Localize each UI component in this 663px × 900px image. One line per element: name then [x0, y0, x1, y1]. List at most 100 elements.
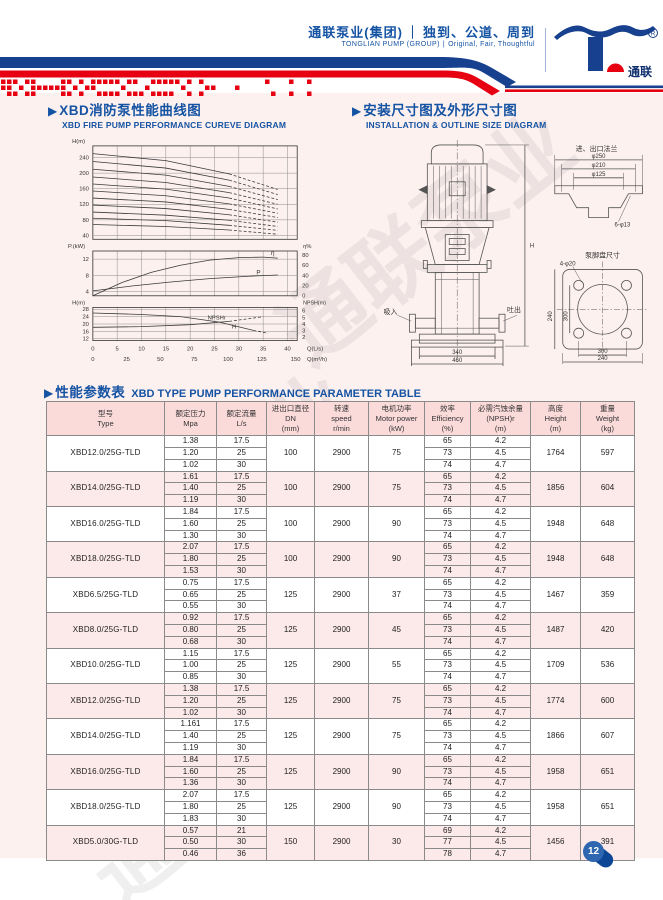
table-cell: 2900 — [314, 506, 369, 543]
table-cell: 17.5 — [216, 718, 267, 732]
table-cell: 4.5 — [470, 482, 531, 496]
table-cell: 1.30 — [164, 529, 217, 543]
table-cell: 77 — [424, 836, 471, 850]
table-cell: 4.5 — [470, 517, 531, 531]
table-cell: 17.5 — [216, 506, 267, 519]
table-cell: 75 — [368, 718, 425, 755]
table-cell: 536 — [580, 647, 635, 684]
table-cell: 2900 — [314, 682, 369, 720]
table-cell: 4.2 — [470, 435, 531, 449]
column-header: 进出口直径 DN (mm) — [266, 400, 315, 437]
table-row: 0.50 30 77 4.5 — [47, 836, 635, 850]
table-cell: 4.7 — [470, 706, 531, 720]
table-row: 1.80 25 73 4.5 — [47, 553, 635, 567]
table-cell: 4.5 — [470, 659, 531, 673]
table-row: 1.00 25 73 4.5 — [47, 659, 635, 673]
chart-label: 60 — [302, 263, 309, 269]
table-cell: 30 — [216, 777, 267, 791]
table-row: 1.19 30 74 4.7 — [47, 494, 635, 508]
table-cell: 45 — [368, 612, 425, 649]
table-cell: 65 — [424, 718, 471, 732]
table-cell: 30 — [216, 529, 267, 543]
table-cell: 4.2 — [470, 506, 531, 519]
table-cell: 17.5 — [216, 612, 267, 625]
table-cell: 25 — [216, 624, 267, 637]
table-cell: 1709 — [530, 647, 581, 684]
table-cell: 69 — [424, 824, 471, 838]
table-cell: 1856 — [530, 470, 581, 508]
chart-label: 30 — [236, 346, 243, 352]
foot-title-label: 泵脚盘尺寸 — [585, 250, 620, 259]
table-cell: 30 — [216, 671, 267, 684]
performance-curve-diagram: 40 80 120 160 200 240 H(m) 4 8 12 0 20 40 60 80 P.(kW) η… — [50, 134, 342, 368]
table-cell: 73 — [424, 588, 471, 602]
table-cell: 30 — [216, 458, 267, 472]
chart-label: 24 — [82, 315, 89, 321]
table-cell: 125 — [266, 682, 315, 720]
table-cell: 30 — [216, 741, 267, 755]
table-row: 1.02 30 74 4.7 — [47, 458, 635, 472]
table-cell: 36 — [216, 848, 267, 861]
table-cell: 65 — [424, 682, 471, 696]
table-cell: 1.84 — [164, 753, 217, 767]
table-cell: 17.5 — [216, 682, 267, 696]
table-row: XBD12.0/25G-TLD 1.38 17.5 125 2900 75 65 4.2 177… — [46, 682, 635, 720]
arrow-marker-icon: ▶ — [48, 104, 58, 118]
chart-label: 80 — [302, 253, 309, 259]
table-cell: 25 — [216, 447, 267, 460]
table-cell: 55 — [368, 647, 425, 684]
chart-label: 4 — [86, 290, 90, 296]
table-cell: 1774 — [530, 682, 581, 720]
table-cell: 4.2 — [470, 824, 531, 838]
table-cell: 25 — [216, 517, 267, 531]
table-cell: 4.5 — [470, 588, 531, 602]
table-row: 1.36 30 74 4.7 — [47, 777, 635, 791]
table-cell: 65 — [424, 753, 471, 767]
table-cell: 4.7 — [470, 494, 531, 508]
dim-label: 6-φ13 — [615, 223, 631, 229]
table-cell: 73 — [424, 765, 471, 779]
table-cell: 1866 — [530, 718, 581, 755]
table-cell: 74 — [424, 458, 471, 472]
table-cell: 65 — [424, 576, 471, 590]
chart-label: 28 — [82, 307, 88, 313]
dim-label: 460 — [452, 358, 463, 364]
table-cell: 4.2 — [470, 718, 531, 732]
table-cell: 4.7 — [470, 565, 531, 578]
table-row: XBD8.0/25G-TLD 0.92 17.5 125 2900 45 65 4.2 1487… — [46, 612, 635, 649]
logo-divider — [545, 28, 546, 72]
table-row: 0.55 30 74 4.7 — [47, 600, 635, 614]
chart-label: 35 — [260, 346, 266, 352]
table-row: XBD16.0/25G-TLD 1.84 17.5 100 2900 90 65 4.2 194… — [46, 506, 635, 543]
table-cell: 30 — [216, 836, 267, 850]
table-cell: 74 — [424, 565, 471, 578]
chart-label: 50 — [157, 357, 164, 363]
table-cell: 4.7 — [470, 529, 531, 543]
table-cell: 420 — [580, 612, 635, 649]
table-cell: 1948 — [530, 541, 581, 578]
table-cell: 1.19 — [164, 741, 217, 755]
table-cell: 125 — [266, 576, 315, 614]
table-cell: 65 — [424, 506, 471, 519]
table-cell: XBD12.0/25G-TLD — [46, 435, 165, 472]
page-number: 12 — [583, 841, 604, 862]
chart-label: 25 — [211, 346, 217, 352]
table-cell: 74 — [424, 777, 471, 791]
table-row: 0.68 30 74 4.7 — [47, 635, 635, 649]
table-cell: 2900 — [314, 612, 369, 649]
table-cell: 359 — [580, 576, 635, 614]
table-cell: XBD14.0/25G-TLD — [46, 718, 165, 755]
table-cell: 4.7 — [470, 741, 531, 755]
table-row: XBD6.5/25G-TLD 0.75 17.5 125 2900 37 65 4.2 1467… — [46, 576, 635, 614]
table-cell: 2.07 — [164, 541, 217, 555]
chart-label: 25 — [123, 357, 129, 363]
table-cell: 17.5 — [216, 576, 267, 590]
table-cell: 25 — [216, 800, 267, 814]
table-row: 1.30 30 74 4.7 — [47, 529, 635, 543]
section-title-table: ▶ 性能参数表 XBD TYPE PUMP PERFORMANCE PARAMETE… — [44, 385, 421, 400]
table-cell: 125 — [266, 753, 315, 791]
table-row: XBD18.0/25G-TLD 2.07 17.5 125 2900 90 65 4.2 195… — [46, 789, 635, 826]
table-cell: 1958 — [530, 789, 581, 826]
installation-diagram: 进、出口法兰 φ250 φ210 φ125 6-φ13 泵脚盘尺寸 4-φ20 … — [356, 134, 648, 368]
column-header: 额定压力 Mpa — [164, 400, 217, 437]
